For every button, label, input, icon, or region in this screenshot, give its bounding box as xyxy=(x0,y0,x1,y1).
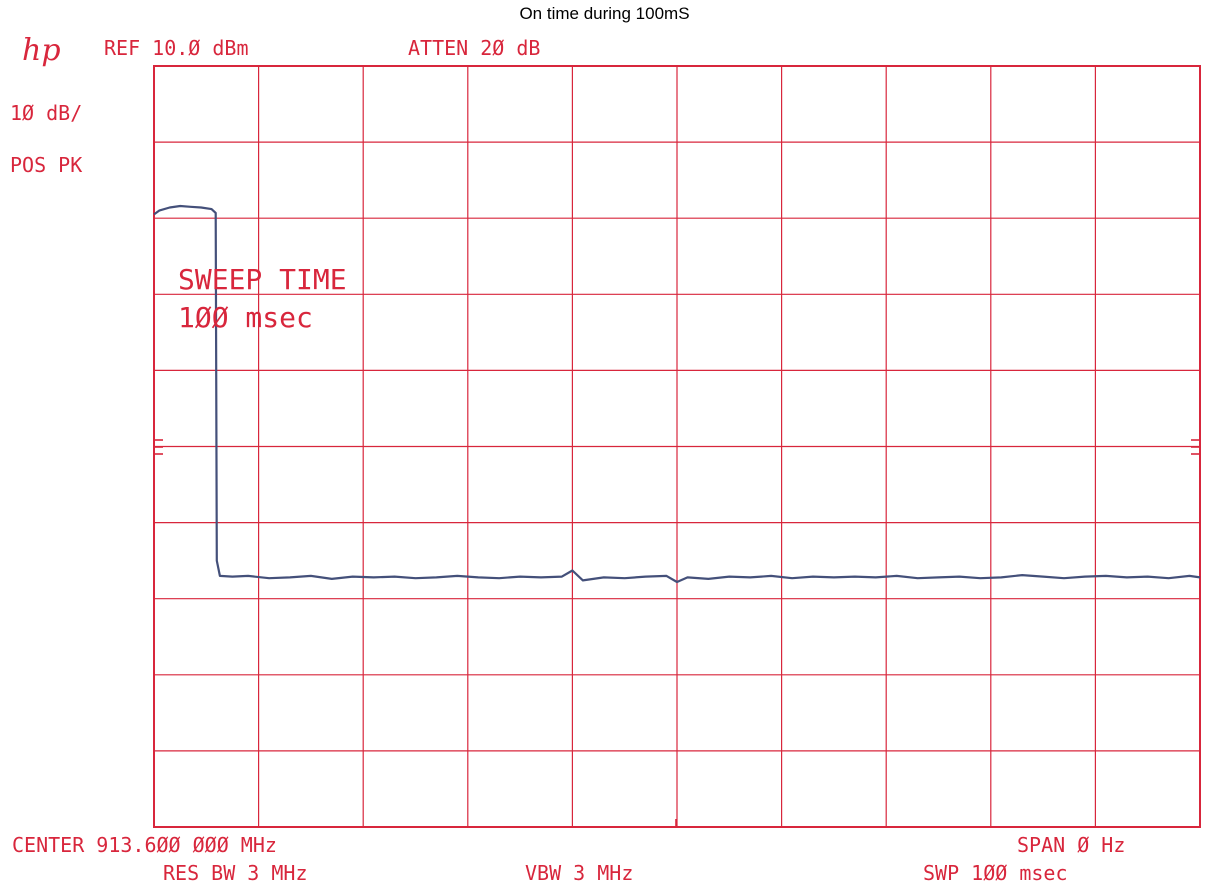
sweep-time-value-annotation: 1ØØ msec xyxy=(178,301,313,334)
attenuation-label: ATTEN 2Ø dB xyxy=(408,36,540,60)
detector-label: POS PK xyxy=(10,153,82,177)
figure-title: On time during 100mS xyxy=(519,4,690,23)
trace-group xyxy=(153,204,1201,584)
hp-logo: hp xyxy=(22,33,61,68)
video-bandwidth-label: VBW 3 MHz xyxy=(525,861,633,883)
trace-line xyxy=(153,204,1201,584)
side-markers xyxy=(154,439,1200,827)
sweep-time-annotation: SWEEP TIME xyxy=(178,263,347,296)
center-frequency-label: CENTER 913.6ØØ ØØØ MHz xyxy=(12,833,277,857)
span-label: SPAN Ø Hz xyxy=(1017,833,1125,857)
resolution-bandwidth-label: RES BW 3 MHz xyxy=(163,861,308,883)
scale-label: 1Ø dB/ xyxy=(10,101,82,125)
sweep-label: SWP 1ØØ msec xyxy=(923,861,1068,883)
reference-level-label: REF 10.Ø dBm xyxy=(104,36,249,60)
graticule xyxy=(153,65,1201,828)
